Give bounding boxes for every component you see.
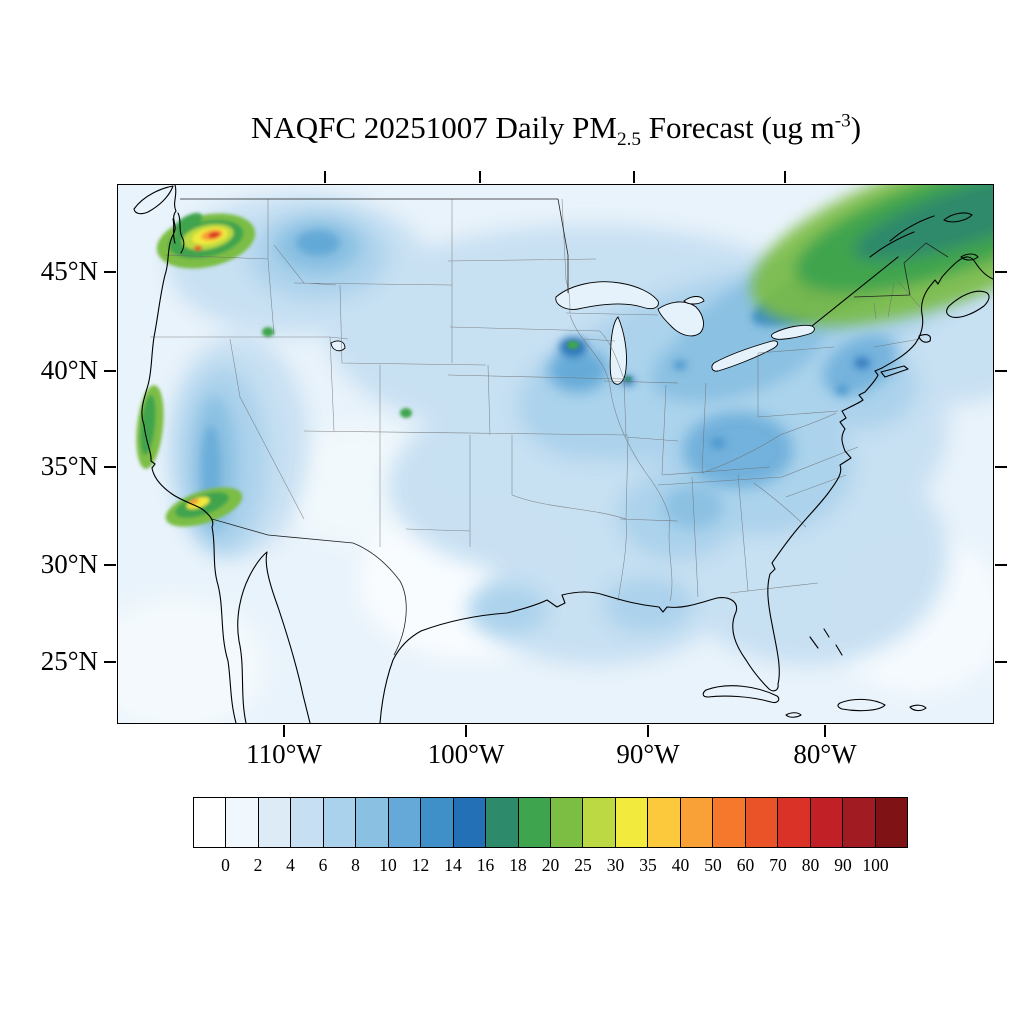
colorbar-tick-labels: 0 2 4 6 8 10 12 14 16 18 20 25 30 35 40 50 60 70 80 90 100 xyxy=(193,855,908,879)
colorbar-cell xyxy=(679,798,713,847)
lat-tick xyxy=(995,271,1007,273)
colorbar-tick-label: 25 xyxy=(574,855,592,875)
title-subscript: 2.5 xyxy=(616,129,641,151)
coastlines xyxy=(133,185,993,723)
title-prefix: NAQFC 20251007 Daily PM xyxy=(250,110,617,145)
colorbar-cell xyxy=(485,798,518,847)
y-axis-label: 40°N xyxy=(40,354,98,385)
colorbar-cell xyxy=(842,798,875,847)
figure-title: NAQFC 20251007 Daily PM2.5 Forecast (ug … xyxy=(117,110,995,151)
colorbar-cell xyxy=(355,798,388,847)
colorbar-scale xyxy=(193,797,908,848)
colorbar-cell xyxy=(322,798,356,847)
colorbar-tick-label: 80 xyxy=(801,855,820,875)
colorbar-tick-label: 70 xyxy=(769,855,787,875)
x-axis-label: 110°W xyxy=(246,739,322,769)
colorbar-cell xyxy=(387,798,421,847)
colorbar-cell xyxy=(582,798,615,847)
colorbar-tick-label: 60 xyxy=(736,855,755,875)
colorbar-cell xyxy=(225,798,258,847)
map-panel: 45°N 40°N 35°N 30°N 25°N 110°W 100°W 90°W 80°W xyxy=(41,171,1007,769)
colorbar-tick-label: 35 xyxy=(639,855,657,875)
x-axis-label: 80°W xyxy=(793,739,857,769)
y-axis-label: 30°N xyxy=(40,548,98,579)
colorbar-cell xyxy=(452,798,486,847)
great-lakes xyxy=(330,281,815,385)
x-axis-label: 90°W xyxy=(616,739,680,769)
colorbar-cell xyxy=(874,798,907,847)
title-suffix: ) xyxy=(850,110,862,145)
colorbar-tick-label: 90 xyxy=(834,855,852,875)
lon-tick xyxy=(283,725,285,737)
lat-tick xyxy=(104,466,116,468)
y-axis-label: 25°N xyxy=(40,645,98,676)
pm-contour-field xyxy=(118,185,993,723)
lat-tick xyxy=(104,564,116,566)
colorbar-tick-label: 18 xyxy=(509,855,527,875)
colorbar-cell xyxy=(257,798,291,847)
colorbar-cell xyxy=(517,798,550,847)
colorbar-tick-label: 16 xyxy=(476,855,495,875)
colorbar-tick-label: 10 xyxy=(379,855,397,875)
colorbar-cell xyxy=(712,798,745,847)
y-axis-label: 35°N xyxy=(40,450,98,481)
lon-tick xyxy=(647,725,649,737)
colorbar-tick-label: 30 xyxy=(606,855,625,875)
lon-tick xyxy=(824,725,826,737)
lon-tick xyxy=(324,171,326,183)
colorbar-tick-label: 0 xyxy=(221,855,230,875)
colorbar-cell xyxy=(290,798,323,847)
colorbar-tick-label: 40 xyxy=(671,855,690,875)
colorbar-cell xyxy=(744,798,778,847)
colorbar-tick-label: 100 xyxy=(862,855,889,875)
lat-tick xyxy=(104,271,116,273)
x-axis-label: 100°W xyxy=(427,739,505,769)
lat-tick xyxy=(995,466,1007,468)
colorbar-cell xyxy=(614,798,648,847)
lon-tick xyxy=(784,171,786,183)
colorbar-cell xyxy=(809,798,843,847)
colorbar-tick-label: 50 xyxy=(704,855,722,875)
lat-tick xyxy=(995,661,1007,663)
colorbar-cell xyxy=(647,798,680,847)
colorbar-tick-label: 14 xyxy=(444,855,462,875)
lat-tick xyxy=(104,370,116,372)
lon-tick xyxy=(479,171,481,183)
colorbar-cell xyxy=(777,798,810,847)
colorbar-tick-label: 12 xyxy=(411,855,430,875)
colorbar-tick-label: 8 xyxy=(351,855,360,875)
lon-tick xyxy=(633,171,635,183)
colorbar-tick-label: 4 xyxy=(286,855,295,875)
colorbar-cell xyxy=(194,798,226,847)
title-middle: Forecast (ug m xyxy=(640,110,835,145)
colorbar: 0 2 4 6 8 10 12 14 16 18 20 25 30 35 40 50 60 70 80 90 100 xyxy=(193,797,908,875)
lat-tick xyxy=(104,661,116,663)
title-superscript: -3 xyxy=(834,110,851,132)
lon-tick xyxy=(465,725,467,737)
colorbar-tick-label: 2 xyxy=(253,855,263,875)
national-borders xyxy=(180,198,949,656)
colorbar-tick-label: 20 xyxy=(541,855,560,875)
y-axis-label: 45°N xyxy=(40,255,98,286)
colorbar-tick-label: 6 xyxy=(318,855,328,875)
lat-tick xyxy=(995,370,1007,372)
state-borders xyxy=(150,198,921,602)
colorbar-cell xyxy=(420,798,453,847)
colorbar-cell xyxy=(549,798,583,847)
forecast-map xyxy=(118,185,993,723)
lat-tick xyxy=(995,564,1007,566)
